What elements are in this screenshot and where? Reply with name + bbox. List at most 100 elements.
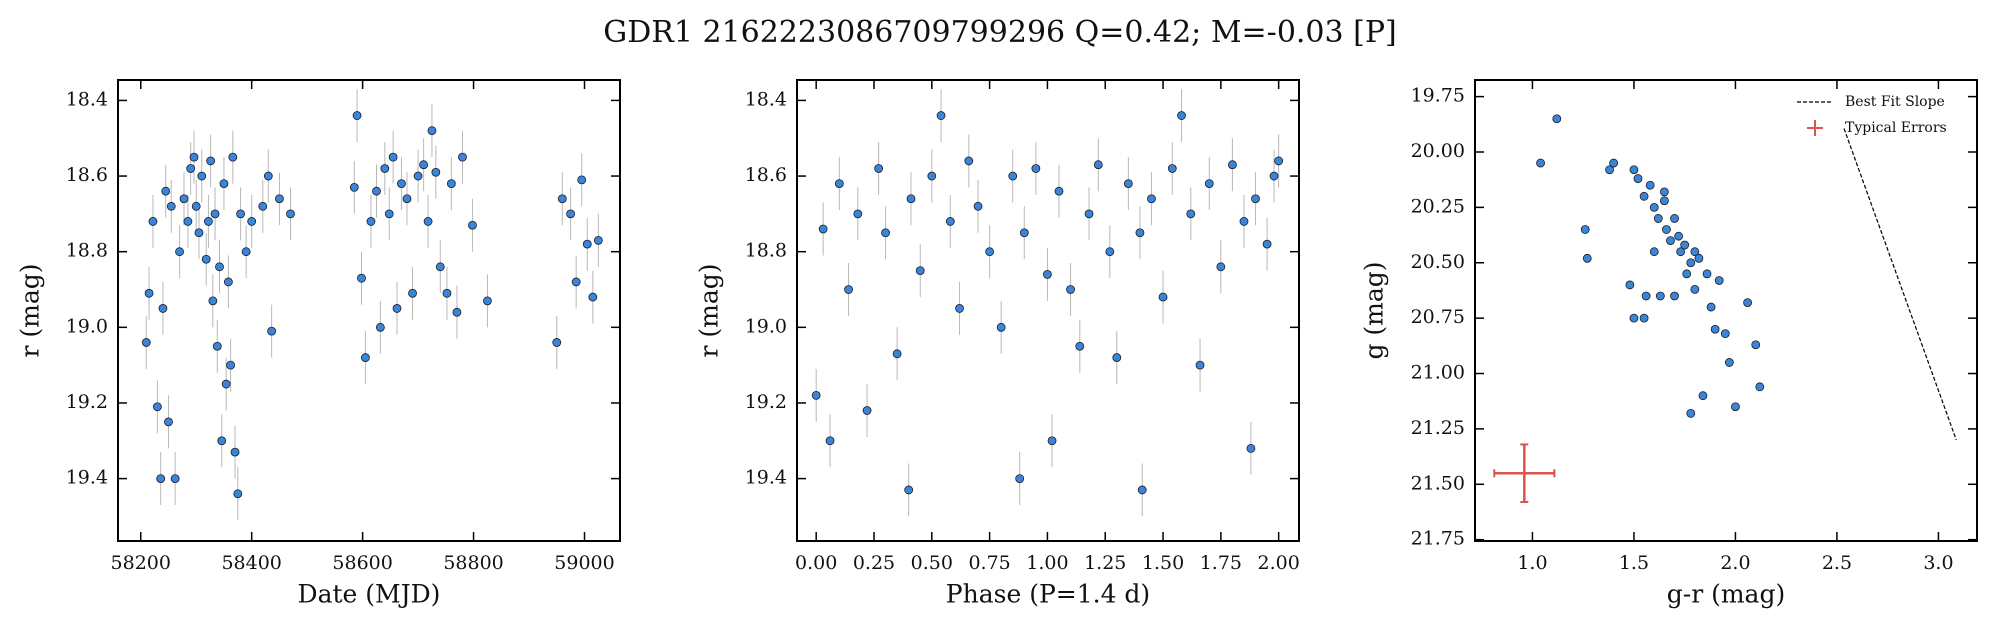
data-point bbox=[1686, 258, 1696, 268]
data-point bbox=[372, 186, 381, 196]
data-point bbox=[230, 447, 240, 457]
data-point bbox=[384, 209, 394, 219]
y-axis-label: r (mag) bbox=[695, 263, 724, 357]
data-point bbox=[862, 406, 872, 415]
legend-label: Typical Errors bbox=[1845, 120, 1947, 136]
data-point bbox=[189, 152, 199, 162]
data-point bbox=[452, 307, 462, 317]
data-point bbox=[1655, 291, 1665, 301]
data-point bbox=[161, 186, 171, 196]
x-tick-label: 0.25 bbox=[853, 552, 895, 574]
data-point bbox=[571, 277, 581, 287]
data-point bbox=[1552, 114, 1562, 124]
data-point bbox=[1137, 485, 1147, 495]
data-point bbox=[1639, 313, 1649, 323]
panel: 58200 58400 58600 58800 59000 18.4 18.6 18.8 19.… bbox=[16, 79, 621, 609]
data-point bbox=[1066, 285, 1075, 294]
x-axis-label: g-r (mag) bbox=[1667, 580, 1785, 609]
data-point bbox=[233, 489, 243, 499]
data-point bbox=[208, 296, 218, 306]
x-tick-label: 0.50 bbox=[911, 552, 953, 574]
data-point bbox=[915, 266, 925, 276]
data-point bbox=[1186, 209, 1196, 219]
data-point bbox=[152, 402, 162, 412]
data-point bbox=[1251, 194, 1260, 204]
data-point bbox=[1105, 247, 1115, 257]
y-tick-label: 21.75 bbox=[1411, 528, 1465, 550]
data-point bbox=[1659, 196, 1669, 206]
data-point bbox=[1710, 324, 1720, 334]
data-point bbox=[201, 254, 211, 264]
data-point bbox=[927, 171, 937, 181]
data-point bbox=[166, 201, 176, 211]
data-point bbox=[593, 235, 603, 245]
data-point bbox=[1702, 269, 1712, 279]
data-point bbox=[1666, 236, 1675, 246]
data-point bbox=[156, 474, 166, 484]
data-point bbox=[349, 183, 359, 192]
data-point bbox=[1084, 209, 1094, 219]
y-tick-label: 19.2 bbox=[745, 391, 787, 413]
data-point bbox=[413, 171, 423, 181]
data-point bbox=[458, 152, 467, 162]
x-tick-label: 1.50 bbox=[1142, 552, 1184, 574]
y-tick-label: 20.00 bbox=[1411, 140, 1465, 162]
y-tick-label: 20.50 bbox=[1411, 251, 1465, 273]
data-point bbox=[1239, 217, 1249, 226]
data-point bbox=[366, 217, 376, 226]
data-point bbox=[1686, 408, 1696, 418]
data-point bbox=[210, 209, 220, 219]
data-point bbox=[258, 201, 268, 211]
data-point bbox=[392, 304, 402, 313]
y-tick-label: 19.0 bbox=[745, 315, 787, 337]
data-point bbox=[985, 247, 995, 257]
data-point bbox=[360, 353, 370, 362]
x-tick-label: 1.75 bbox=[1200, 552, 1242, 574]
data-point bbox=[1054, 186, 1064, 196]
data-point bbox=[834, 179, 844, 189]
data-point bbox=[357, 273, 366, 283]
data-point bbox=[1158, 292, 1168, 302]
data-point bbox=[1682, 269, 1692, 279]
data-point bbox=[1629, 313, 1639, 323]
y-tick-label: 21.50 bbox=[1411, 472, 1465, 494]
data-point bbox=[1674, 231, 1684, 241]
data-point bbox=[1694, 253, 1704, 263]
data-point bbox=[1645, 180, 1655, 190]
data-point bbox=[1639, 191, 1649, 201]
data-point bbox=[431, 167, 441, 177]
data-point bbox=[996, 322, 1006, 332]
y-axis-label: g (mag) bbox=[1360, 261, 1389, 359]
plot-area bbox=[811, 89, 1284, 517]
data-point bbox=[1724, 358, 1734, 367]
data-point bbox=[212, 341, 222, 351]
data-point bbox=[853, 209, 863, 219]
data-point bbox=[186, 164, 196, 173]
panel: 1.0 1.5 2.0 2.5 3.0 19.75 20.00 20.25 20.50 20.75… bbox=[1360, 79, 1978, 609]
data-point bbox=[1662, 225, 1671, 234]
y-tick-label: 18.8 bbox=[745, 240, 787, 262]
data-point bbox=[1274, 156, 1284, 166]
data-point bbox=[844, 285, 853, 294]
data-point bbox=[1605, 165, 1614, 175]
data-point bbox=[179, 194, 189, 204]
data-point bbox=[1680, 240, 1690, 250]
data-point bbox=[577, 175, 587, 185]
best-fit-line bbox=[1843, 128, 1957, 441]
data-point bbox=[1043, 269, 1052, 279]
data-point bbox=[408, 288, 417, 298]
data-point bbox=[904, 485, 914, 495]
data-point bbox=[267, 326, 277, 336]
data-point bbox=[1019, 228, 1029, 238]
x-tick-label: 58800 bbox=[443, 552, 503, 574]
data-point bbox=[148, 217, 158, 226]
x-tick-label: 0.00 bbox=[795, 552, 837, 574]
y-tick-label: 19.4 bbox=[745, 467, 787, 489]
data-point bbox=[1659, 187, 1669, 197]
data-point bbox=[236, 209, 245, 219]
data-point bbox=[1112, 353, 1122, 362]
y-tick-label: 19.4 bbox=[66, 467, 108, 489]
data-point bbox=[1246, 443, 1256, 453]
data-point bbox=[215, 262, 224, 272]
data-point bbox=[825, 436, 835, 446]
